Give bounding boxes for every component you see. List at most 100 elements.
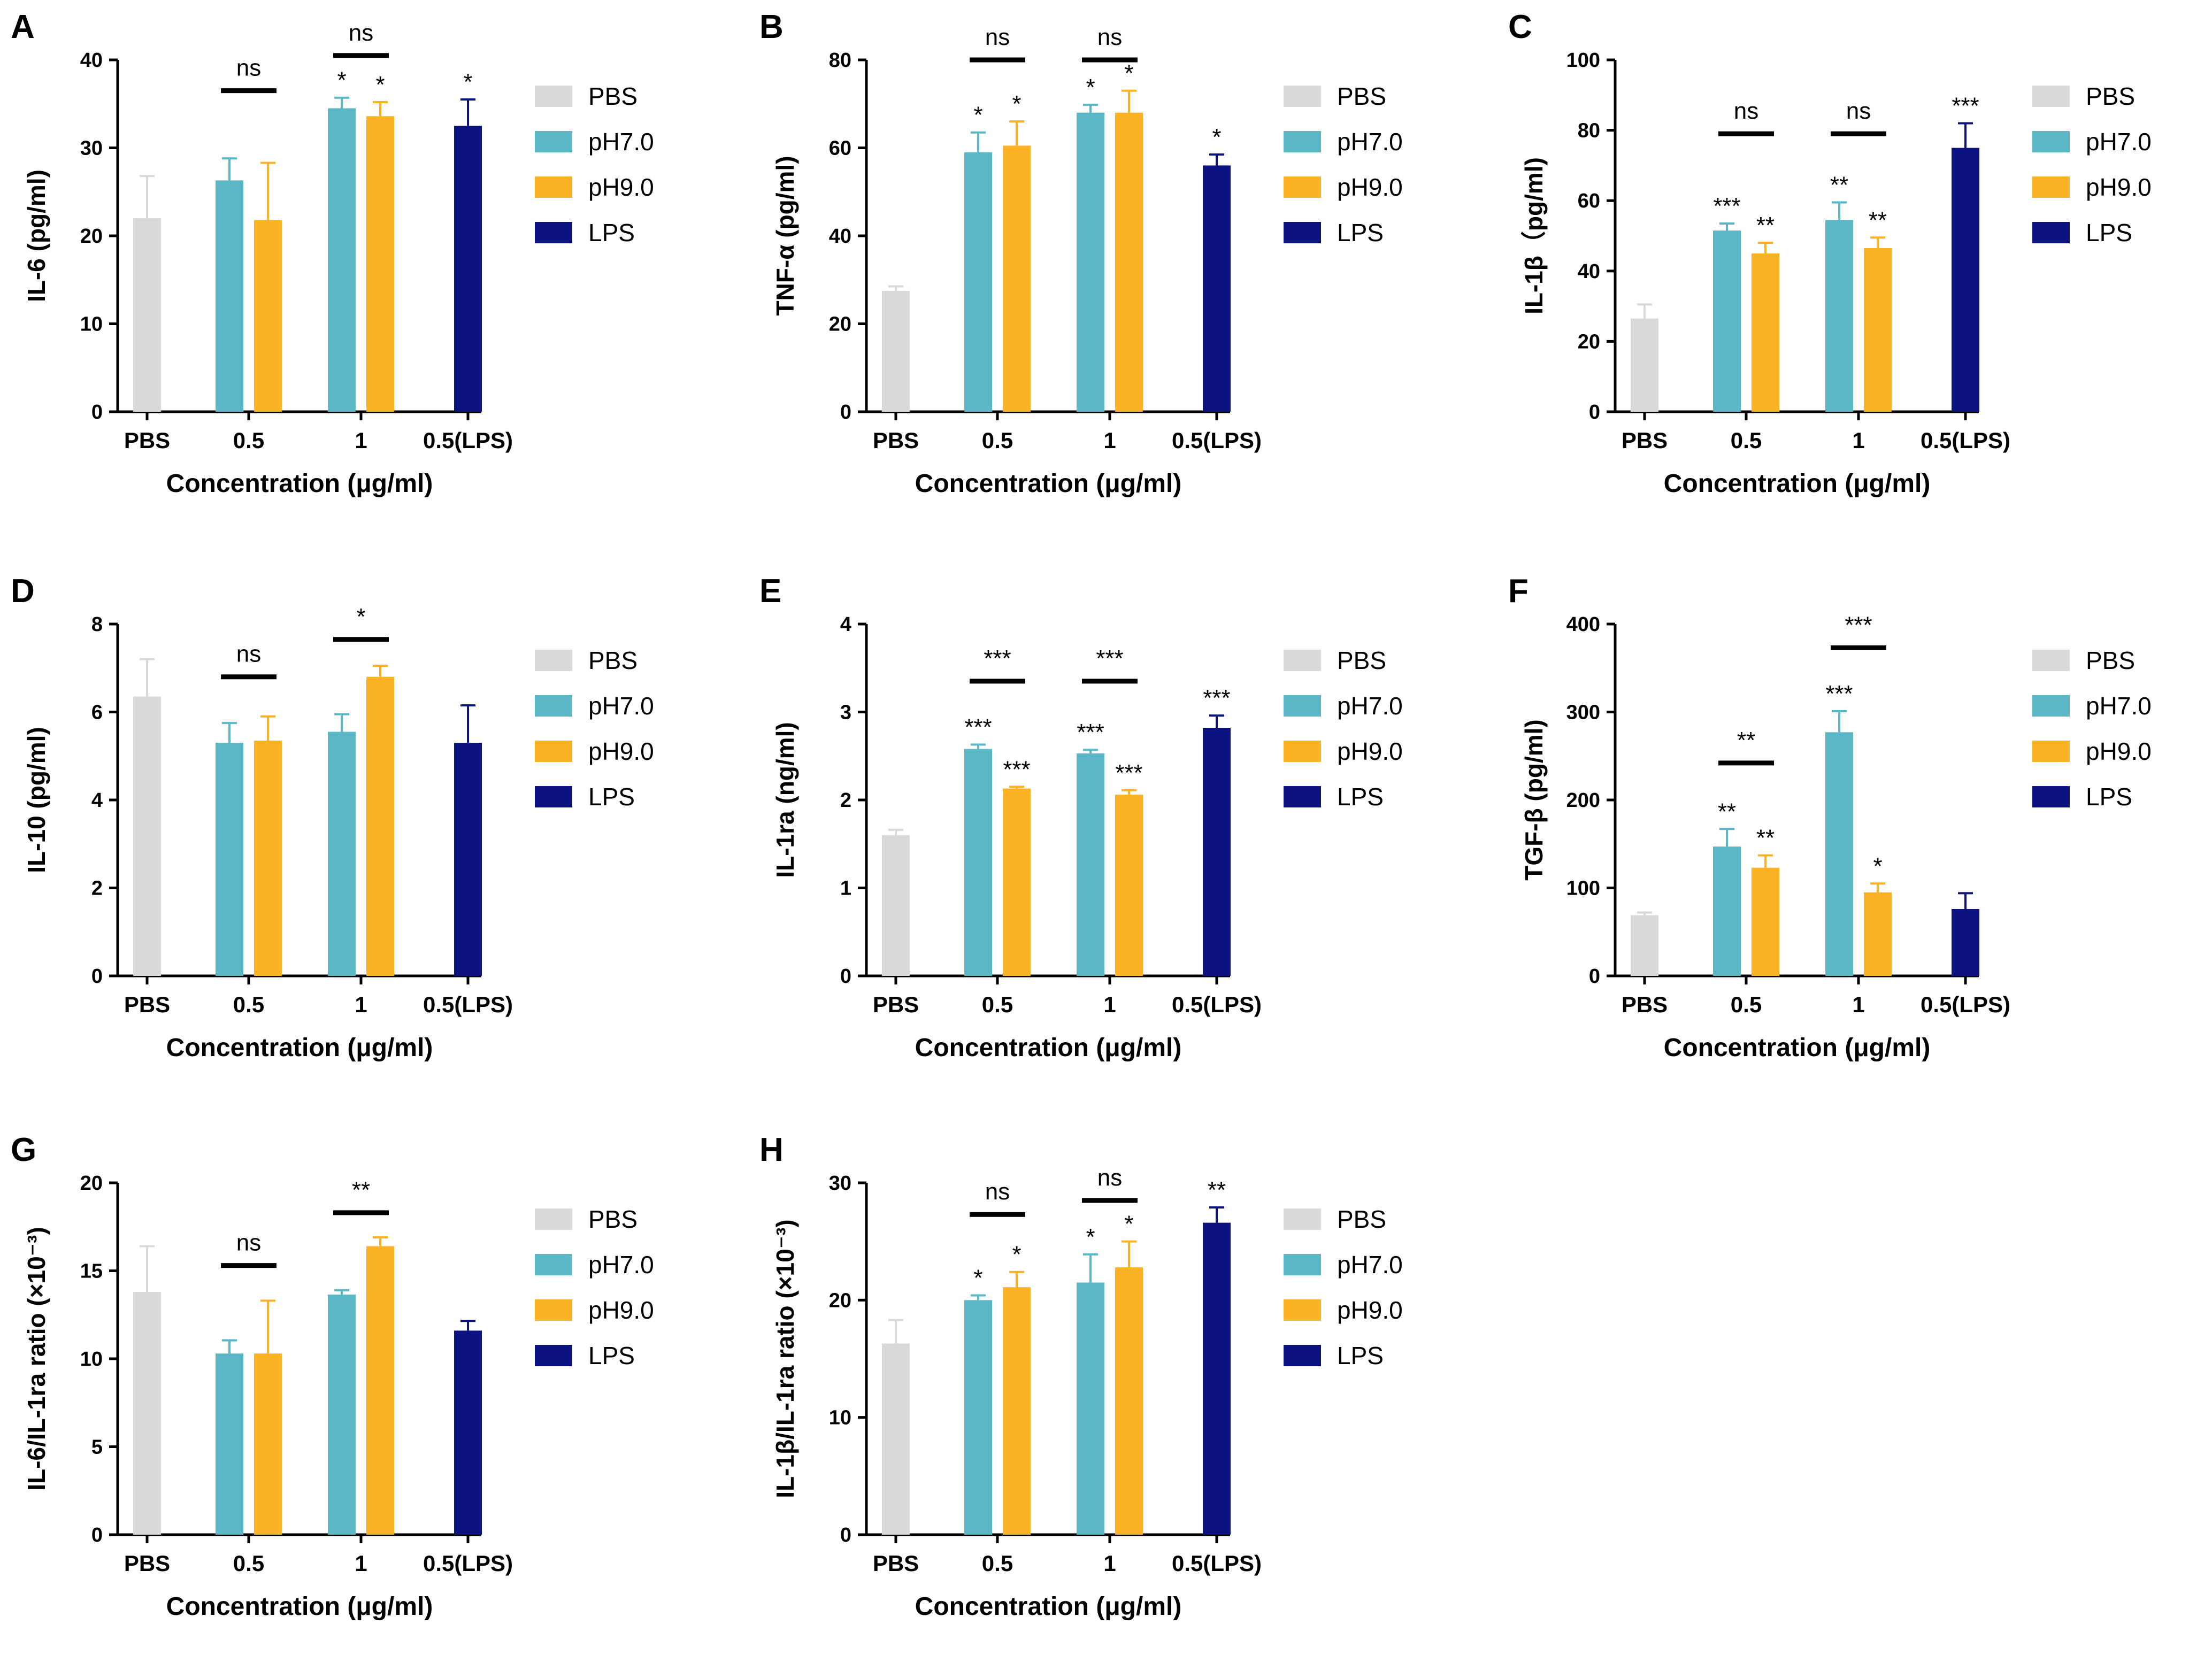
y-tick-label: 0 bbox=[840, 1524, 851, 1546]
legend-label-ph7: pH7.0 bbox=[588, 1251, 654, 1279]
legend-swatch-lps bbox=[2032, 786, 2070, 807]
legend-swatch-lps bbox=[1284, 222, 1321, 243]
legend-label-lps: LPS bbox=[1337, 219, 1384, 247]
x-category-label: PBS bbox=[873, 992, 919, 1017]
legend-label-ph9: pH9.0 bbox=[588, 173, 654, 201]
x-category-label: PBS bbox=[873, 1551, 919, 1576]
y-tick-label: 3 bbox=[840, 702, 851, 724]
legend-label-pbs: PBS bbox=[1337, 1205, 1386, 1233]
comparison-label: ns bbox=[1097, 24, 1122, 50]
bar-ph9 bbox=[1115, 795, 1143, 976]
comparison-label: ns bbox=[985, 1179, 1010, 1205]
legend-swatch-lps bbox=[1284, 786, 1321, 807]
y-axis-title: IL-1β/IL-1ra ratio (×10⁻³) bbox=[771, 1219, 799, 1498]
legend-label-ph9: pH9.0 bbox=[1337, 173, 1403, 201]
y-tick-label: 40 bbox=[1578, 260, 1600, 283]
bar-ph7 bbox=[964, 152, 992, 412]
y-tick-label: 8 bbox=[91, 613, 103, 636]
y-axis-title: IL-6 (pg/ml) bbox=[22, 170, 50, 302]
bar-ph7 bbox=[964, 749, 992, 976]
legend-swatch-lps bbox=[535, 1345, 572, 1366]
bar-ph7 bbox=[1077, 112, 1104, 412]
y-axis-title: IL-1β（pg/ml) bbox=[1520, 157, 1548, 314]
y-tick-label: 0 bbox=[91, 1524, 103, 1546]
x-category-label: 0.5(LPS) bbox=[423, 1551, 513, 1576]
y-tick-label: 200 bbox=[1566, 789, 1600, 812]
legend-swatch-ph9 bbox=[1284, 741, 1321, 762]
bar-lps bbox=[1203, 1222, 1231, 1535]
x-category-label: PBS bbox=[1622, 992, 1668, 1017]
bar-ph7 bbox=[1077, 753, 1104, 976]
legend-swatch-pbs bbox=[535, 650, 572, 671]
legend-swatch-ph9 bbox=[2032, 741, 2070, 762]
chart-panel-il6-il1ra-ratio: G 0 5 10 15 20 PBS 0.5 1 0.5(LPS) ns ** Concentrati… bbox=[11, 1134, 749, 1668]
legend-label-ph7: pH7.0 bbox=[588, 692, 654, 720]
y-tick-label: 20 bbox=[80, 225, 103, 248]
x-category-label: 0.5(LPS) bbox=[423, 428, 513, 453]
bar-ph7 bbox=[1713, 230, 1741, 412]
significance-mark: *** bbox=[1825, 681, 1853, 707]
bar-lps bbox=[454, 126, 482, 412]
bar-lps bbox=[1203, 165, 1231, 412]
bar-ph9 bbox=[254, 220, 282, 412]
x-category-label: 1 bbox=[355, 1551, 367, 1576]
panel-letter: G bbox=[11, 1132, 37, 1168]
significance-mark: ** bbox=[1208, 1177, 1226, 1203]
legend-swatch-ph9 bbox=[535, 741, 572, 762]
bar-pbs bbox=[882, 1343, 910, 1535]
bar-ph7 bbox=[964, 1300, 992, 1535]
legend-swatch-pbs bbox=[535, 86, 572, 107]
significance-mark: *** bbox=[1203, 685, 1230, 711]
bar-ph9 bbox=[254, 740, 282, 976]
y-tick-label: 40 bbox=[829, 225, 851, 248]
significance-mark: * bbox=[1086, 74, 1095, 101]
bar-ph9 bbox=[254, 1353, 282, 1535]
y-tick-label: 100 bbox=[1566, 49, 1600, 72]
y-tick-label: 4 bbox=[840, 613, 851, 636]
legend-swatch-lps bbox=[1284, 1345, 1321, 1366]
legend-swatch-ph7 bbox=[1284, 695, 1321, 717]
legend-swatch-pbs bbox=[2032, 650, 2070, 671]
bar-ph9 bbox=[1115, 112, 1143, 412]
y-tick-label: 30 bbox=[80, 137, 103, 160]
comparison-label: * bbox=[356, 604, 365, 630]
significance-mark: * bbox=[1086, 1224, 1095, 1250]
comparison-label: ns bbox=[985, 24, 1010, 50]
bar-pbs bbox=[133, 218, 161, 412]
significance-mark: ** bbox=[1718, 798, 1736, 825]
bar-pbs bbox=[882, 835, 910, 976]
x-category-label: 1 bbox=[1852, 428, 1864, 453]
y-tick-label: 10 bbox=[829, 1407, 851, 1429]
bar-ph9 bbox=[1003, 788, 1031, 976]
legend-label-ph9: pH9.0 bbox=[2086, 737, 2152, 765]
y-tick-label: 10 bbox=[80, 1348, 103, 1371]
bar-ph9 bbox=[1115, 1267, 1143, 1535]
significance-mark: * bbox=[973, 1265, 982, 1291]
legend-label-lps: LPS bbox=[588, 1342, 635, 1369]
legend-label-lps: LPS bbox=[1337, 783, 1384, 811]
legend-swatch-lps bbox=[535, 786, 572, 807]
legend-swatch-ph9 bbox=[1284, 176, 1321, 198]
significance-mark: * bbox=[1012, 1242, 1021, 1268]
comparison-label: ** bbox=[352, 1177, 370, 1203]
x-axis-title: Concentration (μg/ml) bbox=[1664, 1034, 1931, 1062]
legend-label-pbs: PBS bbox=[588, 1205, 638, 1233]
legend-label-ph9: pH9.0 bbox=[588, 737, 654, 765]
y-axis-title: TGF-β (pg/ml) bbox=[1520, 719, 1548, 880]
legend-label-lps: LPS bbox=[588, 783, 635, 811]
y-tick-label: 100 bbox=[1566, 878, 1600, 900]
y-axis-title: IL-10 (pg/ml) bbox=[22, 727, 50, 873]
comparison-label: ns bbox=[236, 55, 261, 81]
y-tick-label: 0 bbox=[1589, 965, 1600, 988]
legend-swatch-pbs bbox=[2032, 86, 2070, 107]
bar-chart-il1ra: 0 1 2 3 4 PBS 0.5 1 0.5(LPS) *** *** *** *** *** *** **… bbox=[771, 613, 1403, 1062]
bar-ph7 bbox=[216, 180, 243, 412]
bar-pbs bbox=[882, 290, 910, 412]
y-axis-title: IL-6/IL-1ra ratio (×10⁻³) bbox=[22, 1227, 50, 1490]
bar-lps bbox=[1952, 148, 1979, 412]
legend-swatch-ph9 bbox=[535, 1299, 572, 1321]
x-category-label: PBS bbox=[873, 428, 919, 453]
